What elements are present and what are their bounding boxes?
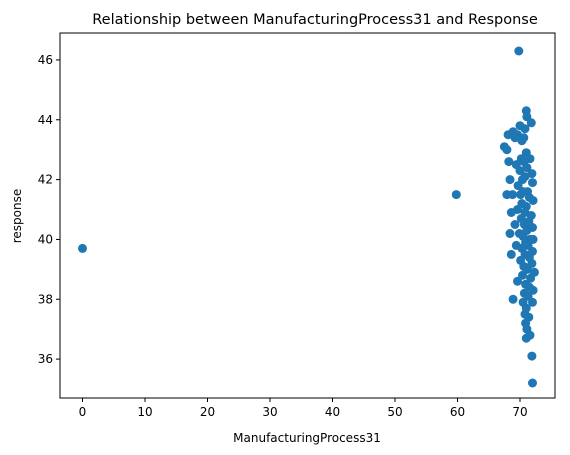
x-tick-label: 30: [262, 405, 277, 419]
x-axis-label: ManufacturingProcess31: [233, 431, 381, 445]
x-axis: 0 10 20 30 40 50 60 70: [79, 398, 528, 419]
y-axis: 36 38 40 42 44 46: [38, 53, 60, 366]
x-tick-label: 70: [512, 405, 527, 419]
x-tick-label: 50: [387, 405, 402, 419]
data-point: [503, 130, 513, 140]
axes-frame: [59, 32, 556, 399]
data-point: [520, 124, 530, 134]
data-point: [510, 220, 520, 229]
data-point: [522, 163, 532, 173]
data-point: [523, 264, 532, 274]
data-point: [528, 285, 538, 295]
data-point: [505, 229, 515, 238]
data-point: [518, 270, 527, 280]
y-axis-label: response: [10, 189, 24, 244]
data-point: [527, 169, 537, 179]
y-tick-label: 36: [38, 352, 53, 366]
data-point: [517, 136, 527, 146]
data-point: [521, 333, 531, 343]
data-point: [515, 166, 525, 176]
data-point: [504, 157, 514, 167]
x-tick-label: 20: [200, 405, 215, 419]
x-tick-label: 60: [450, 405, 465, 419]
x-tick-label: 40: [325, 405, 340, 419]
data-point: [528, 378, 537, 388]
data-point: [513, 181, 523, 191]
data-point: [528, 178, 537, 188]
x-tick-label: 10: [137, 405, 152, 419]
y-tick-label: 46: [38, 53, 53, 67]
chart-title: Relationship between ManufacturingProces…: [92, 12, 538, 28]
data-point: [527, 351, 537, 361]
y-tick-label: 44: [38, 113, 53, 127]
data-point: [78, 243, 87, 253]
data-point: [506, 208, 516, 217]
data-point: [451, 190, 461, 200]
data-point: [506, 249, 516, 259]
y-tick-label: 40: [38, 232, 53, 246]
data-point: [514, 46, 524, 56]
data-point: [526, 118, 536, 128]
data-point: [528, 234, 538, 244]
y-tick-label: 42: [38, 173, 53, 187]
data-point: [508, 190, 517, 200]
data-point: [508, 294, 518, 304]
y-tick-label: 38: [38, 292, 53, 306]
data-point: [526, 273, 536, 283]
data-point: [505, 175, 515, 185]
data-point: [513, 276, 522, 286]
plot-area: [78, 46, 539, 388]
x-tick-label: 0: [79, 405, 87, 419]
data-point: [516, 190, 526, 200]
data-point: [510, 133, 520, 143]
data-point: [528, 297, 537, 307]
data-point: [528, 196, 538, 205]
data-point: [502, 145, 512, 155]
